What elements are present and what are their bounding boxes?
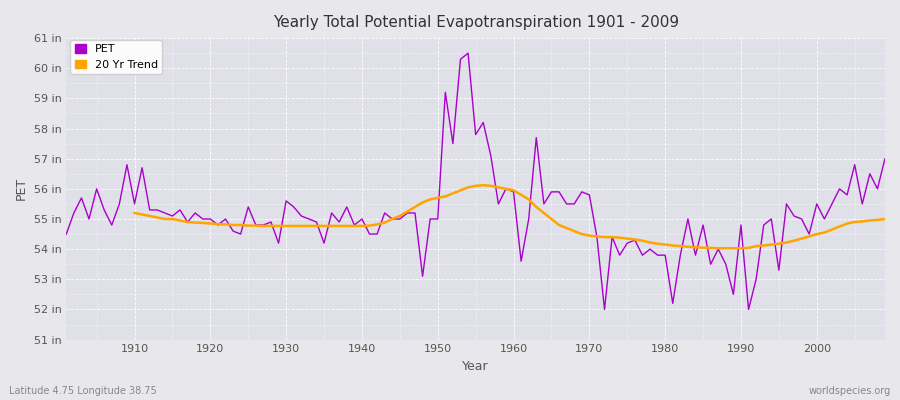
Y-axis label: PET: PET: [15, 177, 28, 200]
Text: Latitude 4.75 Longitude 38.75: Latitude 4.75 Longitude 38.75: [9, 386, 157, 396]
Text: worldspecies.org: worldspecies.org: [809, 386, 891, 396]
X-axis label: Year: Year: [463, 360, 489, 373]
Legend: PET, 20 Yr Trend: PET, 20 Yr Trend: [70, 40, 162, 74]
Title: Yearly Total Potential Evapotranspiration 1901 - 2009: Yearly Total Potential Evapotranspiratio…: [273, 15, 679, 30]
